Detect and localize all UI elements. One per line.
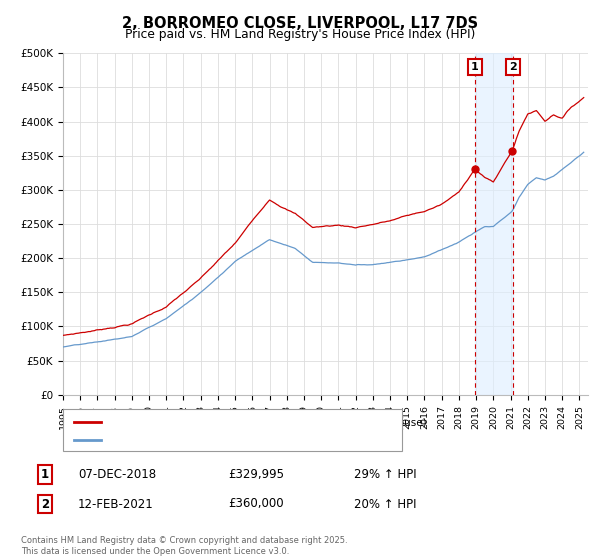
Text: 2: 2 <box>509 62 517 72</box>
Text: 12-FEB-2021: 12-FEB-2021 <box>78 497 154 511</box>
Text: 2, BORROMEO CLOSE, LIVERPOOL, L17 7DS: 2, BORROMEO CLOSE, LIVERPOOL, L17 7DS <box>122 16 478 31</box>
Text: 1: 1 <box>471 62 479 72</box>
Text: Contains HM Land Registry data © Crown copyright and database right 2025.
This d: Contains HM Land Registry data © Crown c… <box>21 536 347 556</box>
Text: HPI: Average price, detached house, Liverpool: HPI: Average price, detached house, Live… <box>105 435 346 445</box>
Text: 2: 2 <box>41 497 49 511</box>
Text: Price paid vs. HM Land Registry's House Price Index (HPI): Price paid vs. HM Land Registry's House … <box>125 28 475 41</box>
Text: 29% ↑ HPI: 29% ↑ HPI <box>354 468 416 482</box>
Text: 20% ↑ HPI: 20% ↑ HPI <box>354 497 416 511</box>
Text: 07-DEC-2018: 07-DEC-2018 <box>78 468 156 482</box>
Text: £329,995: £329,995 <box>228 468 284 482</box>
Text: £360,000: £360,000 <box>228 497 284 511</box>
Text: 1: 1 <box>41 468 49 482</box>
Text: 2, BORROMEO CLOSE, LIVERPOOL, L17 7DS (detached house): 2, BORROMEO CLOSE, LIVERPOOL, L17 7DS (d… <box>105 417 427 427</box>
Bar <box>475 53 512 395</box>
